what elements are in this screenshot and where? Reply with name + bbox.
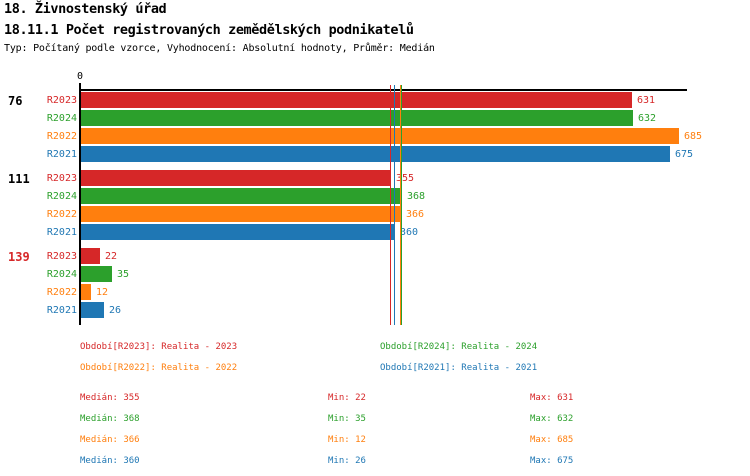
bar-value-label: 632 — [638, 113, 657, 124]
stat-median-R2023: Medián: 355 — [80, 393, 140, 403]
bar-category-label: R2021 — [46, 149, 77, 160]
stat-median-R2022: Medián: 366 — [80, 435, 140, 445]
x-axis-zero-label: 0 — [76, 71, 84, 82]
bar-value-label: 12 — [96, 287, 109, 298]
stat-min-R2024: Min: 35 — [328, 414, 366, 424]
median-line-R2023 — [390, 85, 391, 325]
x-axis-top-line — [79, 89, 687, 91]
report-meta-line: Typ: Počítaný podle vzorce, Vyhodnocení:… — [4, 43, 435, 54]
legend-item-R2022: Období[R2022]: Realita - 2022 — [80, 363, 238, 373]
bar-value-label: 368 — [407, 191, 426, 202]
bar-111-R2024 — [81, 188, 402, 204]
stat-min-R2023: Min: 22 — [328, 393, 366, 403]
bar-value-label: 675 — [675, 149, 694, 160]
bar-category-label: R2023 — [46, 95, 77, 106]
legend-item-R2021: Období[R2021]: Realita - 2021 — [380, 363, 538, 373]
bar-76-R2021 — [81, 146, 670, 162]
stat-max-R2022: Max: 685 — [530, 435, 574, 445]
bar-value-label: 366 — [406, 209, 425, 220]
x-axis-zero-tick — [79, 83, 81, 89]
group-label-111: 111 — [8, 172, 30, 186]
bar-value-label: 26 — [109, 305, 122, 316]
bar-category-label: R2021 — [46, 305, 77, 316]
bar-category-label: R2021 — [46, 227, 77, 238]
bar-category-label: R2022 — [46, 209, 77, 220]
bar-category-label: R2023 — [46, 173, 77, 184]
report-title: 18. Živnostenský úřad — [4, 1, 167, 17]
stat-max-R2024: Max: 632 — [530, 414, 574, 424]
bar-category-label: R2024 — [46, 269, 77, 280]
bar-value-label: 35 — [117, 269, 130, 280]
legend-item-R2023: Období[R2023]: Realita - 2023 — [80, 342, 238, 352]
stat-min-R2021: Min: 26 — [328, 456, 366, 466]
bar-category-label: R2022 — [46, 131, 77, 142]
bar-category-label: R2024 — [46, 191, 77, 202]
stat-median-R2024: Medián: 368 — [80, 414, 140, 424]
bar-111-R2021 — [81, 224, 395, 240]
group-label-76: 76 — [8, 94, 23, 108]
bar-category-label: R2024 — [46, 113, 77, 124]
bar-value-label: 631 — [637, 95, 656, 106]
bar-139-R2024 — [81, 266, 112, 282]
bar-139-R2021 — [81, 302, 104, 318]
bar-value-label: 360 — [400, 227, 419, 238]
bar-111-R2023 — [81, 170, 391, 186]
stat-max-R2021: Max: 675 — [530, 456, 574, 466]
stat-min-R2022: Min: 12 — [328, 435, 366, 445]
median-line-R2022 — [400, 85, 401, 325]
bar-value-label: 22 — [105, 251, 118, 262]
bar-139-R2022 — [81, 284, 91, 300]
bar-111-R2022 — [81, 206, 401, 222]
legend-item-R2024: Období[R2024]: Realita - 2024 — [380, 342, 538, 352]
bar-76-R2022 — [81, 128, 679, 144]
report-subtitle: 18.11.1 Počet registrovaných zemědělskýc… — [4, 22, 414, 38]
bar-category-label: R2022 — [46, 287, 77, 298]
median-line-R2021 — [394, 85, 395, 325]
bar-value-label: 355 — [396, 173, 415, 184]
group-label-139: 139 — [8, 250, 30, 264]
bar-value-label: 685 — [684, 131, 703, 142]
bar-139-R2023 — [81, 248, 100, 264]
bar-76-R2024 — [81, 110, 633, 126]
median-line-R2024 — [401, 85, 402, 325]
stat-max-R2023: Max: 631 — [530, 393, 574, 403]
bar-category-label: R2023 — [46, 251, 77, 262]
bar-76-R2023 — [81, 92, 632, 108]
stat-median-R2021: Medián: 360 — [80, 456, 140, 466]
y-axis-line — [79, 90, 81, 325]
